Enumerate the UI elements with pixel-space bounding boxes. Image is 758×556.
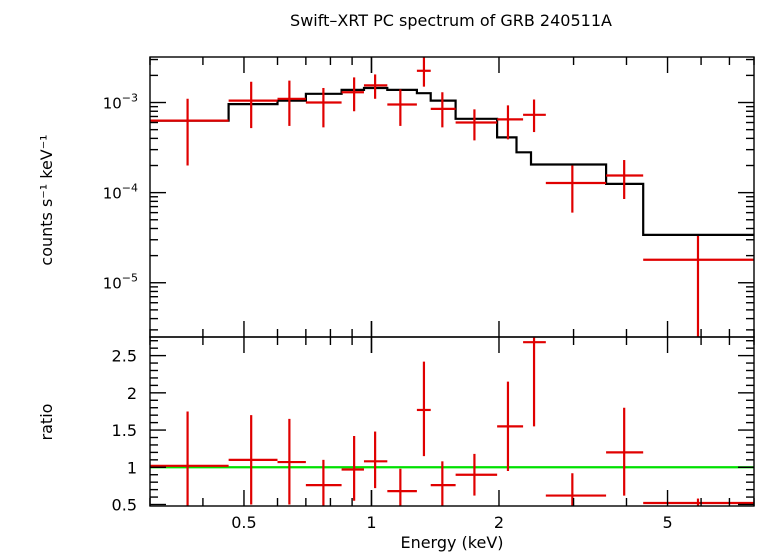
spectrum-data-point [305,87,342,128]
ratio-data-point [341,436,364,501]
ratio-data-point [455,453,498,496]
x-axis-label: Energy (keV) [400,533,503,552]
lower-axis-ticks: 0.5 1 2 5 0.5 1 1.5 2 2.5 [112,337,755,532]
y-tick-label: 1 [127,458,137,477]
lower-panel: 0.5 1 2 5 0.5 1 1.5 2 2.5 ratio Energy (keV) [37,336,755,552]
x-tick-label: 5 [662,513,672,532]
y-tick-label: 2 [127,384,137,403]
spectrum-data-point [606,160,644,199]
x-tick-label: 2 [494,513,504,532]
ratio-data-point [643,498,754,506]
y-tick-label: 2.5 [112,347,137,366]
upper-plot-marks [150,57,754,337]
spectrum-data-point [387,89,417,126]
y-tick-label: 10−3 [103,92,138,113]
spectrum-data-point [277,80,306,126]
ratio-data-point [305,459,342,506]
ratio-data-point [606,407,644,496]
y-tick-label: 0.5 [112,496,137,515]
ratio-data-point [545,473,607,506]
spectrum-data-point [150,98,229,166]
spectrum-data-point [523,99,546,133]
ratio-data-point [523,337,546,427]
spectrum-data-point [455,109,498,141]
upper-ylabel: counts s⁻¹ keV⁻¹ [37,134,56,265]
x-tick-label: 0.5 [231,513,256,532]
upper-panel: 10−3 10−4 10−5 counts s⁻¹ keV⁻¹ [37,56,755,338]
spectrum-data-point [228,81,278,129]
ratio-data-point [363,431,388,489]
y-tick-label: 1.5 [112,421,137,440]
lower-ylabel: ratio [37,404,56,441]
x-tick-label: 1 [366,513,376,532]
model-step-line [150,86,754,236]
lower-plot-marks [150,337,754,506]
spectrum-data-point [341,77,364,112]
y-tick-label: 10−4 [103,182,138,203]
ratio-data-point [277,418,306,505]
ratio-data-point [430,461,456,506]
ratio-data-point [228,415,278,505]
lower-panel-frame [149,336,755,507]
spectrum-data-point [430,92,456,128]
spectrum-data-point [363,74,388,99]
ratio-data-point [416,361,431,457]
ratio-data-point [387,468,417,506]
spectrum-data-point [497,105,524,140]
upper-axis-ticks: 10−3 10−4 10−5 [103,57,755,337]
ratio-data-point [497,381,524,472]
ratio-data-point [150,411,229,506]
spectrum-data-point [643,236,754,337]
upper-panel-frame [149,56,755,338]
y-tick-label: 10−5 [103,272,138,293]
spectrum-data-point [545,165,607,213]
chart-title: Swift–XRT PC spectrum of GRB 240511A [290,11,612,30]
spectrum-data-point [416,57,431,87]
